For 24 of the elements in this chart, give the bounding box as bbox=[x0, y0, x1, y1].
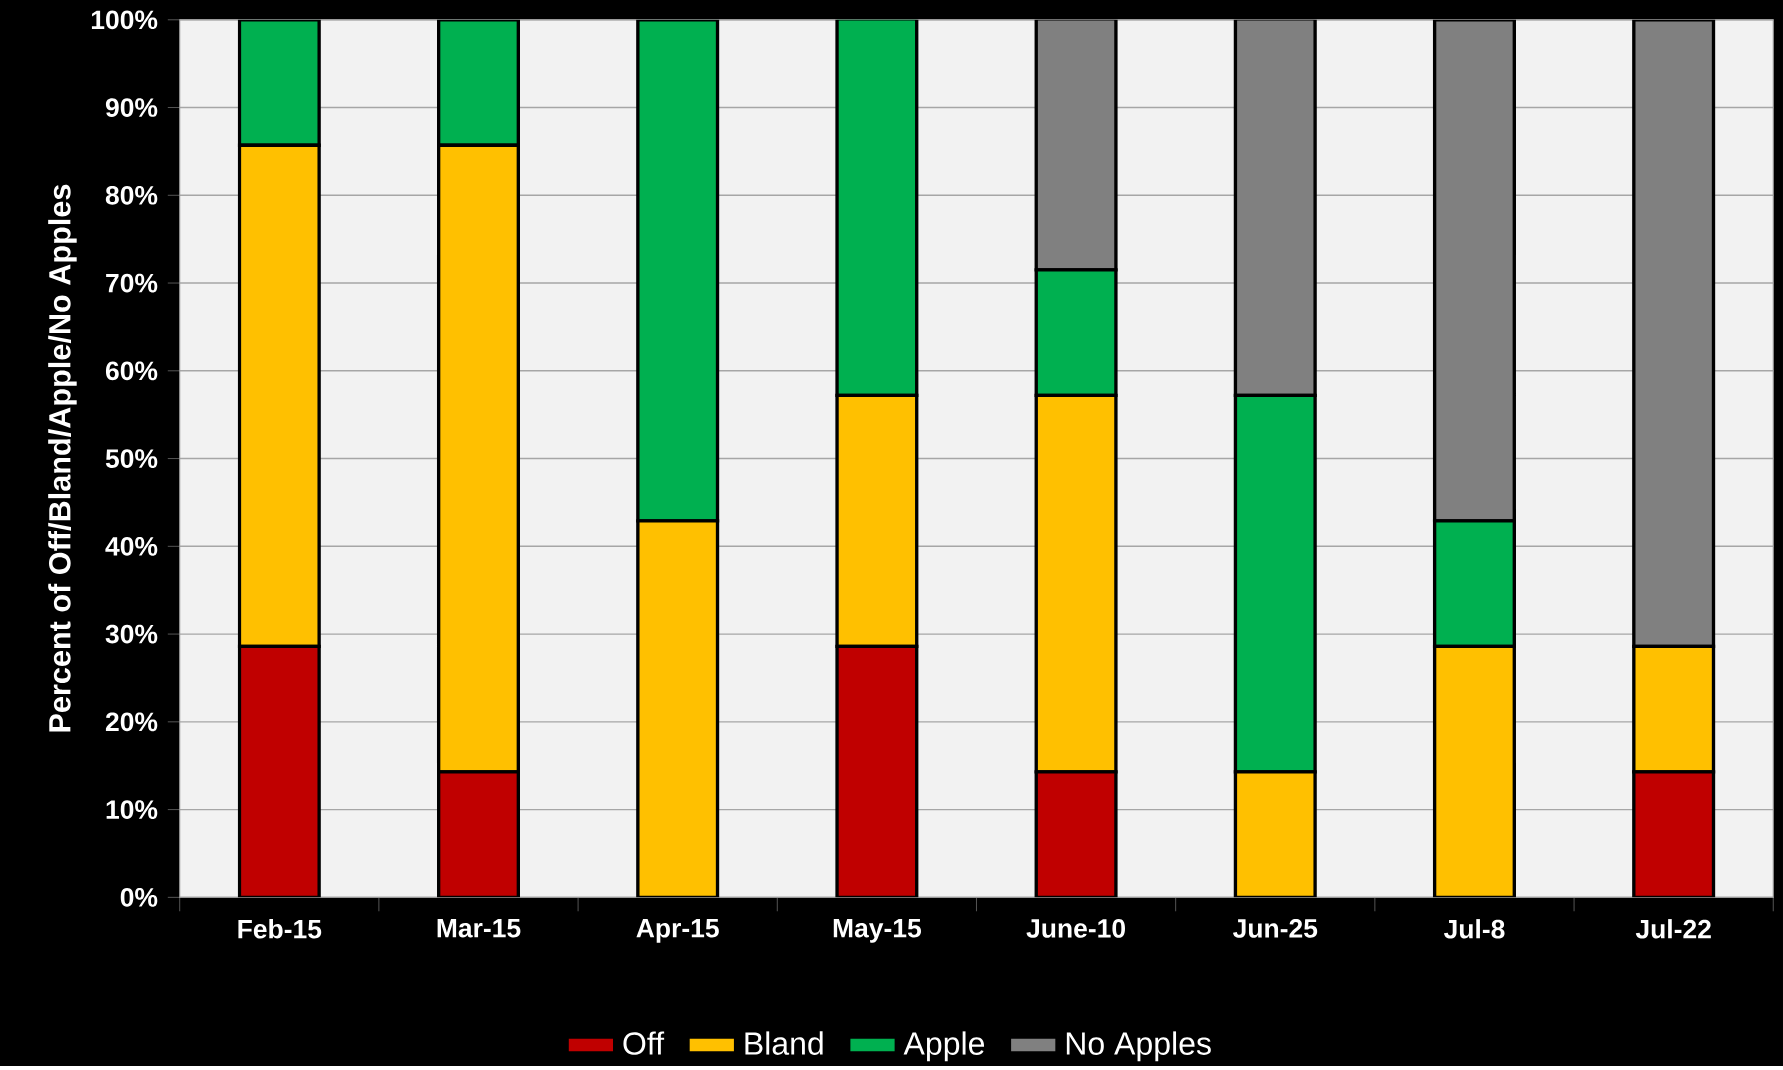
y-tick-label: 10% bbox=[106, 800, 158, 820]
x-tick-label: May-15 bbox=[833, 919, 921, 943]
y-tick-label: 20% bbox=[105, 712, 158, 732]
legend-label: Apple bbox=[903, 1031, 985, 1062]
x-tick-label: Jul-22 bbox=[1635, 919, 1711, 939]
y-tick-label: 60% bbox=[105, 361, 158, 381]
x-tick-label: Apr-15 bbox=[636, 919, 719, 943]
x-tick-label: June-10 bbox=[1026, 919, 1125, 938]
legend-label: Bland bbox=[745, 1031, 823, 1055]
y-tick-label: 100% bbox=[91, 10, 158, 30]
y-tick-label: 80% bbox=[105, 185, 158, 205]
y-axis-title: Percent of Off/Bland/Apple/No Apples bbox=[48, 184, 77, 732]
y-tick-label: 70% bbox=[106, 273, 158, 293]
legend-label: Off bbox=[623, 1031, 665, 1055]
y-tick-label: 40% bbox=[105, 537, 158, 556]
y-tick-label: 50% bbox=[105, 449, 158, 468]
x-tick-label: Jun-25 bbox=[1233, 919, 1318, 938]
x-tick-label: Feb-15 bbox=[238, 919, 322, 939]
x-tick-label: Mar-15 bbox=[437, 919, 521, 938]
y-tick-label: 90% bbox=[105, 98, 158, 117]
x-tick-label: Jul-8 bbox=[1443, 919, 1505, 939]
y-tick-label: 30% bbox=[105, 624, 158, 644]
y-tick-label: 0% bbox=[120, 888, 158, 907]
legend-label: No Apples bbox=[1066, 1031, 1211, 1062]
